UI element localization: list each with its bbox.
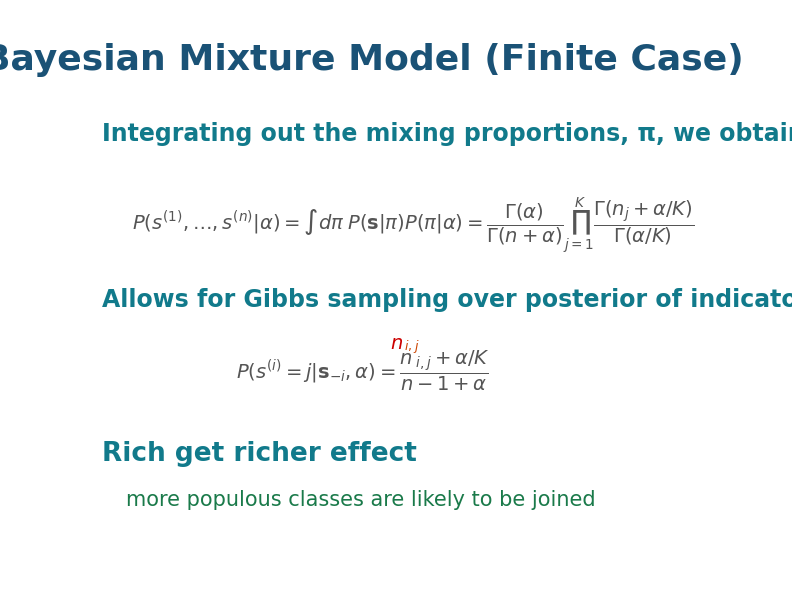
Text: $P(s^{(i)} = j|\mathbf{s}_{-i}, \alpha) = \dfrac{n_{\;i,j} + \alpha/K}{n - 1 + \: $P(s^{(i)} = j|\mathbf{s}_{-i}, \alpha) … (236, 349, 490, 393)
Text: $n$: $n$ (390, 334, 403, 353)
Text: Allows for Gibbs sampling over posterior of indicators: Allows for Gibbs sampling over posterior… (102, 288, 792, 312)
Text: more populous classes are likely to be joined: more populous classes are likely to be j… (126, 490, 596, 510)
Text: $_{i,j}$: $_{i,j}$ (404, 338, 419, 356)
Text: $P(s^{(1)},\ldots,s^{(n)}|\alpha) = \int d\pi\; P(\mathbf{s}|\pi)P(\pi|\alpha) =: $P(s^{(1)},\ldots,s^{(n)}|\alpha) = \int… (131, 196, 694, 256)
Text: Bayesian Mixture Model (Finite Case): Bayesian Mixture Model (Finite Case) (0, 43, 744, 77)
Text: Integrating out the mixing proportions, π, we obtain: Integrating out the mixing proportions, … (102, 122, 792, 146)
Text: Rich get richer effect: Rich get richer effect (102, 441, 417, 466)
